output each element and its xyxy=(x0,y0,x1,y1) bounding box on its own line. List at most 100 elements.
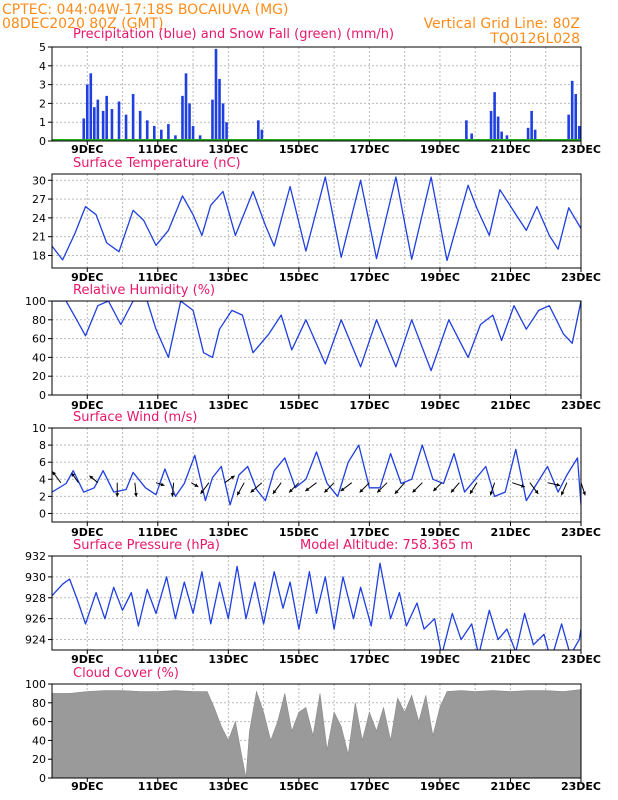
precip-bar xyxy=(567,114,570,141)
x-tick-label: 9DEC xyxy=(71,399,103,412)
header-line-2: 08DEC2020 80Z (GMT) xyxy=(2,16,164,32)
x-tick-label: 9DEC xyxy=(71,653,103,666)
x-tick-label: 21DEC xyxy=(490,653,530,666)
x-tick-label: 19DEC xyxy=(420,780,460,793)
x-tick-label: 9DEC xyxy=(71,526,103,539)
x-tick-label: 19DEC xyxy=(420,653,460,666)
precip-bar xyxy=(181,95,184,141)
y-tick-label: 20 xyxy=(32,753,46,766)
panel-frame xyxy=(51,300,582,396)
precip-bar xyxy=(470,133,473,141)
precip-bar xyxy=(93,107,96,141)
precip-bar xyxy=(257,120,260,141)
precip-bar xyxy=(221,103,225,141)
x-tick-label: 21DEC xyxy=(490,271,530,284)
wind-arrow-head xyxy=(377,488,382,493)
x-tick-label: 19DEC xyxy=(420,399,460,412)
y-tick-label: 926 xyxy=(25,613,46,626)
wind-arrow-head xyxy=(520,484,525,488)
x-tick-label: 11DEC xyxy=(138,526,178,539)
y-tick-label: 8 xyxy=(39,439,46,452)
y-tick-label: 80 xyxy=(32,314,46,327)
wind-arrow-head xyxy=(394,490,399,494)
wind-arrow-head xyxy=(89,475,94,480)
x-tick-label: 23DEC xyxy=(561,271,601,284)
x-tick-label: 19DEC xyxy=(420,143,460,156)
x-tick-label: 11DEC xyxy=(138,780,178,793)
y-tick-label: 930 xyxy=(25,571,46,584)
panel-frame xyxy=(51,683,582,779)
precip-bar xyxy=(110,109,114,141)
x-tick-label: 11DEC xyxy=(138,399,178,412)
x-tick-label: 9DEC xyxy=(71,143,103,156)
model-altitude: Model Altitude: 758.365 m xyxy=(300,538,473,553)
precip-bar xyxy=(574,94,578,141)
precip-bar xyxy=(131,94,135,141)
x-tick-label: 23DEC xyxy=(561,653,601,666)
grid-note: Vertical Grid Line: 80Z xyxy=(424,16,580,32)
x-tick-label: 15DEC xyxy=(279,399,319,412)
y-tick-label: 0 xyxy=(39,389,46,402)
humidity-line xyxy=(52,301,581,372)
y-tick-label: 60 xyxy=(32,333,46,346)
panel-frame xyxy=(51,173,582,269)
precip-bar xyxy=(101,110,105,141)
x-tick-label: 21DEC xyxy=(490,526,530,539)
x-tick-label: 11DEC xyxy=(138,653,178,666)
panel-title: Surface Pressure (hPa) xyxy=(73,538,220,553)
precip-bar xyxy=(105,95,108,141)
wind-arrow-head xyxy=(160,482,165,487)
y-tick-label: 27 xyxy=(32,193,46,206)
precip-bar xyxy=(218,78,221,141)
y-tick-label: 6 xyxy=(39,456,46,469)
y-tick-label: 932 xyxy=(25,550,46,563)
precip-bar xyxy=(82,118,86,141)
wind-arrow-head xyxy=(433,487,438,492)
x-tick-label: 23DEC xyxy=(561,399,601,412)
x-tick-label: 19DEC xyxy=(420,526,460,539)
y-tick-label: 40 xyxy=(32,351,46,364)
wind-arrow-head xyxy=(194,483,199,487)
wind-arrow-head xyxy=(582,491,586,496)
wind-arrow-head xyxy=(470,489,474,494)
y-tick-label: 100 xyxy=(25,295,46,308)
precip-bar xyxy=(188,103,191,141)
header-line-1: CPTEC: 044:04W-17:18S BOCAIUVA (MG) xyxy=(2,2,289,18)
y-tick-label: 4 xyxy=(39,60,46,73)
wind-arrow-head xyxy=(412,488,417,493)
x-tick-label: 13DEC xyxy=(208,526,248,539)
x-tick-label: 13DEC xyxy=(208,653,248,666)
precip-bar xyxy=(493,92,496,141)
precip-bar xyxy=(117,101,121,141)
x-tick-label: 15DEC xyxy=(279,780,319,793)
x-tick-label: 17DEC xyxy=(349,780,389,793)
wind-arrow-head xyxy=(340,487,345,492)
y-tick-label: 924 xyxy=(25,634,46,647)
precip-bar xyxy=(145,120,149,141)
wind-arrow-head xyxy=(170,493,175,497)
precip-bar xyxy=(89,73,93,141)
x-tick-label: 17DEC xyxy=(349,653,389,666)
y-tick-label: 0 xyxy=(39,135,46,148)
wind_speed-line xyxy=(52,444,581,506)
x-tick-label: 23DEC xyxy=(561,780,601,793)
x-tick-label: 13DEC xyxy=(208,143,248,156)
panel-title: Precipitation (blue) and Snow Fall (gree… xyxy=(73,27,394,42)
cloud-area xyxy=(52,689,581,778)
precip-bar xyxy=(191,125,195,141)
panel-title: Cloud Cover (%) xyxy=(73,666,179,681)
precip-bar xyxy=(577,125,581,141)
panel-cloud_cover: 0 20 40 60 80 100 9DEC 11DEC 13DEC 15DEC 17DEC 19DE… xyxy=(25,666,601,793)
wind-arrow-head xyxy=(272,489,277,494)
x-tick-label: 23DEC xyxy=(561,526,601,539)
wind-arrow-head xyxy=(52,471,57,476)
precip-bar xyxy=(152,125,156,141)
precip-bar xyxy=(138,110,142,141)
precip-bar xyxy=(96,99,100,141)
x-tick-label: 11DEC xyxy=(138,143,178,156)
wind-arrow-head xyxy=(450,488,455,493)
temperature-line xyxy=(52,176,581,262)
x-tick-label: 13DEC xyxy=(208,271,248,284)
panels: 0 1 2 3 4 5 9DEC 11DEC 13DEC 15DEC 17DEC 19DEC 21DEC… xyxy=(25,27,601,793)
wind-arrow-head xyxy=(200,489,205,494)
